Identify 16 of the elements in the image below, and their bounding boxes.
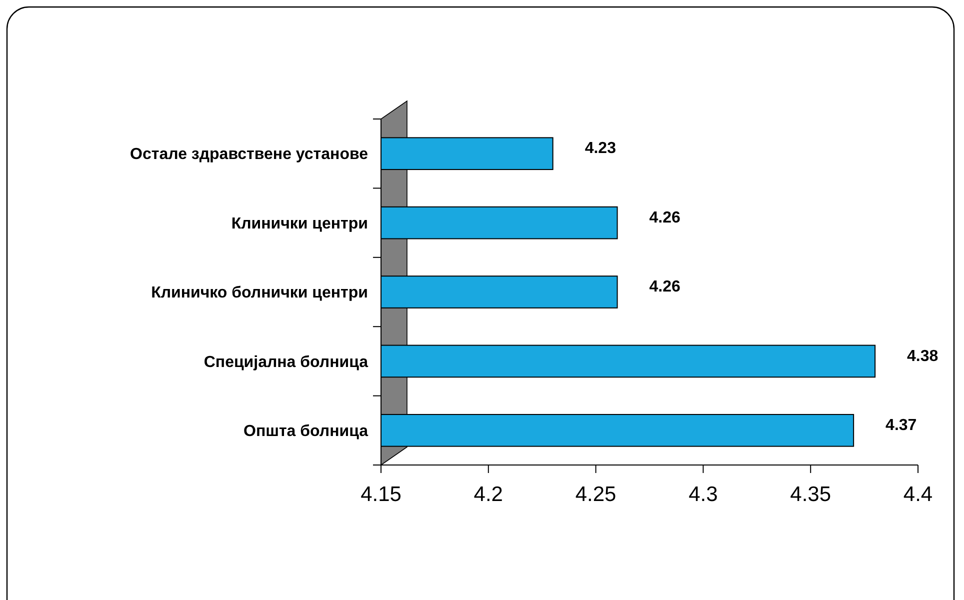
data-label: 4.23 bbox=[584, 140, 616, 158]
data-label: 4.38 bbox=[907, 348, 938, 365]
data-label: 4.26 bbox=[649, 278, 681, 296]
x-tick-label: 4.2 bbox=[474, 483, 503, 506]
data-label: 4.26 bbox=[649, 209, 681, 226]
y-tick-label: Клиничко болнички центри bbox=[151, 284, 368, 302]
y-tick-label: Специјална болница bbox=[204, 354, 368, 371]
x-tick-label: 4.35 bbox=[790, 483, 832, 506]
y-tick-label: Остале здравствене установе bbox=[130, 146, 368, 164]
y-tick-label: Клинички центри bbox=[231, 215, 368, 232]
x-tick-label: 4.25 bbox=[575, 483, 616, 506]
x-tick-label: 4.4 bbox=[903, 483, 933, 506]
y-tick-label: Општа болница bbox=[244, 423, 368, 440]
x-tick-label: 4.15 bbox=[360, 483, 402, 506]
data-label: 4.37 bbox=[886, 417, 917, 434]
x-tick-label: 4.3 bbox=[688, 483, 718, 506]
